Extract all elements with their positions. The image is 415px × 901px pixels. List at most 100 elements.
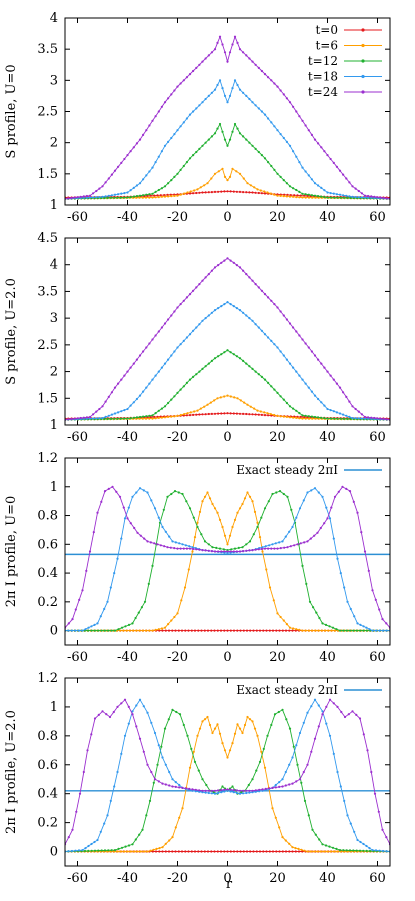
data-point	[271, 786, 274, 790]
data-point	[187, 629, 190, 632]
data-point	[342, 629, 345, 632]
data-point	[274, 786, 277, 789]
data-point	[103, 417, 106, 421]
data-point	[284, 839, 287, 842]
data-point	[135, 196, 138, 199]
data-point	[314, 833, 317, 836]
y-axis-label: 2π I profile, U=0	[4, 496, 19, 607]
data-point	[146, 540, 149, 543]
data-point	[245, 314, 248, 317]
data-point	[198, 510, 202, 513]
data-point	[92, 413, 95, 416]
data-point	[164, 850, 167, 853]
data-point	[191, 546, 194, 549]
data-point	[167, 182, 170, 185]
data-point	[77, 629, 81, 632]
data-point	[267, 161, 270, 164]
x-tick-label: -40	[117, 430, 138, 445]
data-point	[180, 599, 183, 602]
data-point	[142, 750, 145, 753]
data-point	[195, 191, 198, 195]
data-point	[210, 792, 213, 795]
data-point	[245, 94, 248, 97]
data-point	[192, 329, 195, 332]
data-point	[195, 286, 198, 289]
data-point	[185, 500, 188, 503]
y-tick-label: 0.6	[37, 537, 58, 552]
data-point	[103, 822, 106, 825]
data-point	[182, 339, 185, 342]
data-point	[204, 789, 207, 792]
data-point	[195, 107, 198, 110]
legend-label: Exact steady 2πI	[236, 683, 338, 697]
data-point	[236, 723, 239, 726]
data-point	[146, 711, 149, 714]
data-point	[226, 412, 229, 415]
data-point	[332, 537, 335, 540]
data-point	[282, 314, 285, 317]
data-point	[188, 192, 192, 195]
data-point	[131, 713, 134, 716]
data-point	[196, 409, 199, 412]
data-point	[153, 415, 156, 418]
data-point	[103, 607, 106, 611]
data-point	[311, 196, 314, 199]
data-point	[132, 401, 135, 404]
data-point	[370, 416, 373, 419]
data-point	[100, 849, 103, 852]
series-t24	[65, 698, 390, 846]
data-point	[314, 417, 317, 420]
data-point	[86, 749, 89, 752]
data-point	[352, 500, 355, 503]
data-point	[346, 417, 349, 420]
data-point	[320, 362, 323, 365]
data-point	[260, 110, 263, 113]
data-point	[307, 193, 310, 196]
data-point	[292, 195, 295, 198]
data-point	[191, 550, 194, 553]
data-point	[113, 629, 117, 632]
data-point	[138, 182, 142, 185]
data-point	[198, 548, 201, 551]
x-tick-label: -40	[117, 650, 138, 665]
data-point	[279, 395, 282, 398]
data-point	[223, 51, 227, 54]
data-point	[238, 88, 242, 91]
data-point	[187, 850, 190, 853]
data-point	[360, 196, 363, 199]
data-point	[157, 370, 160, 373]
data-point	[161, 850, 164, 853]
data-point	[160, 187, 163, 190]
data-point	[185, 161, 188, 164]
data-point	[198, 413, 201, 416]
data-point	[235, 190, 238, 193]
data-point	[338, 386, 342, 389]
data-point	[171, 778, 174, 781]
data-point	[90, 849, 93, 852]
data-point	[246, 715, 249, 719]
data-point	[301, 564, 304, 568]
data-point	[116, 770, 119, 774]
data-point	[304, 629, 307, 632]
data-point	[338, 169, 342, 172]
data-point	[163, 727, 167, 730]
data-point	[382, 196, 385, 200]
data-point	[120, 850, 123, 853]
data-point	[360, 417, 363, 420]
data-point	[150, 721, 153, 724]
data-point	[381, 629, 385, 632]
legend-label: Exact steady 2πI	[236, 463, 338, 477]
data-point	[285, 97, 288, 100]
data-point	[135, 725, 138, 728]
data-point	[285, 318, 288, 321]
legend-label: t=24	[308, 85, 339, 99]
data-point	[183, 586, 187, 589]
data-point	[373, 792, 377, 795]
x-tick-label: 0	[223, 430, 231, 445]
data-point	[126, 417, 129, 420]
data-point	[258, 760, 262, 764]
data-point	[226, 349, 229, 352]
data-point	[161, 756, 164, 759]
data-point	[241, 546, 244, 549]
